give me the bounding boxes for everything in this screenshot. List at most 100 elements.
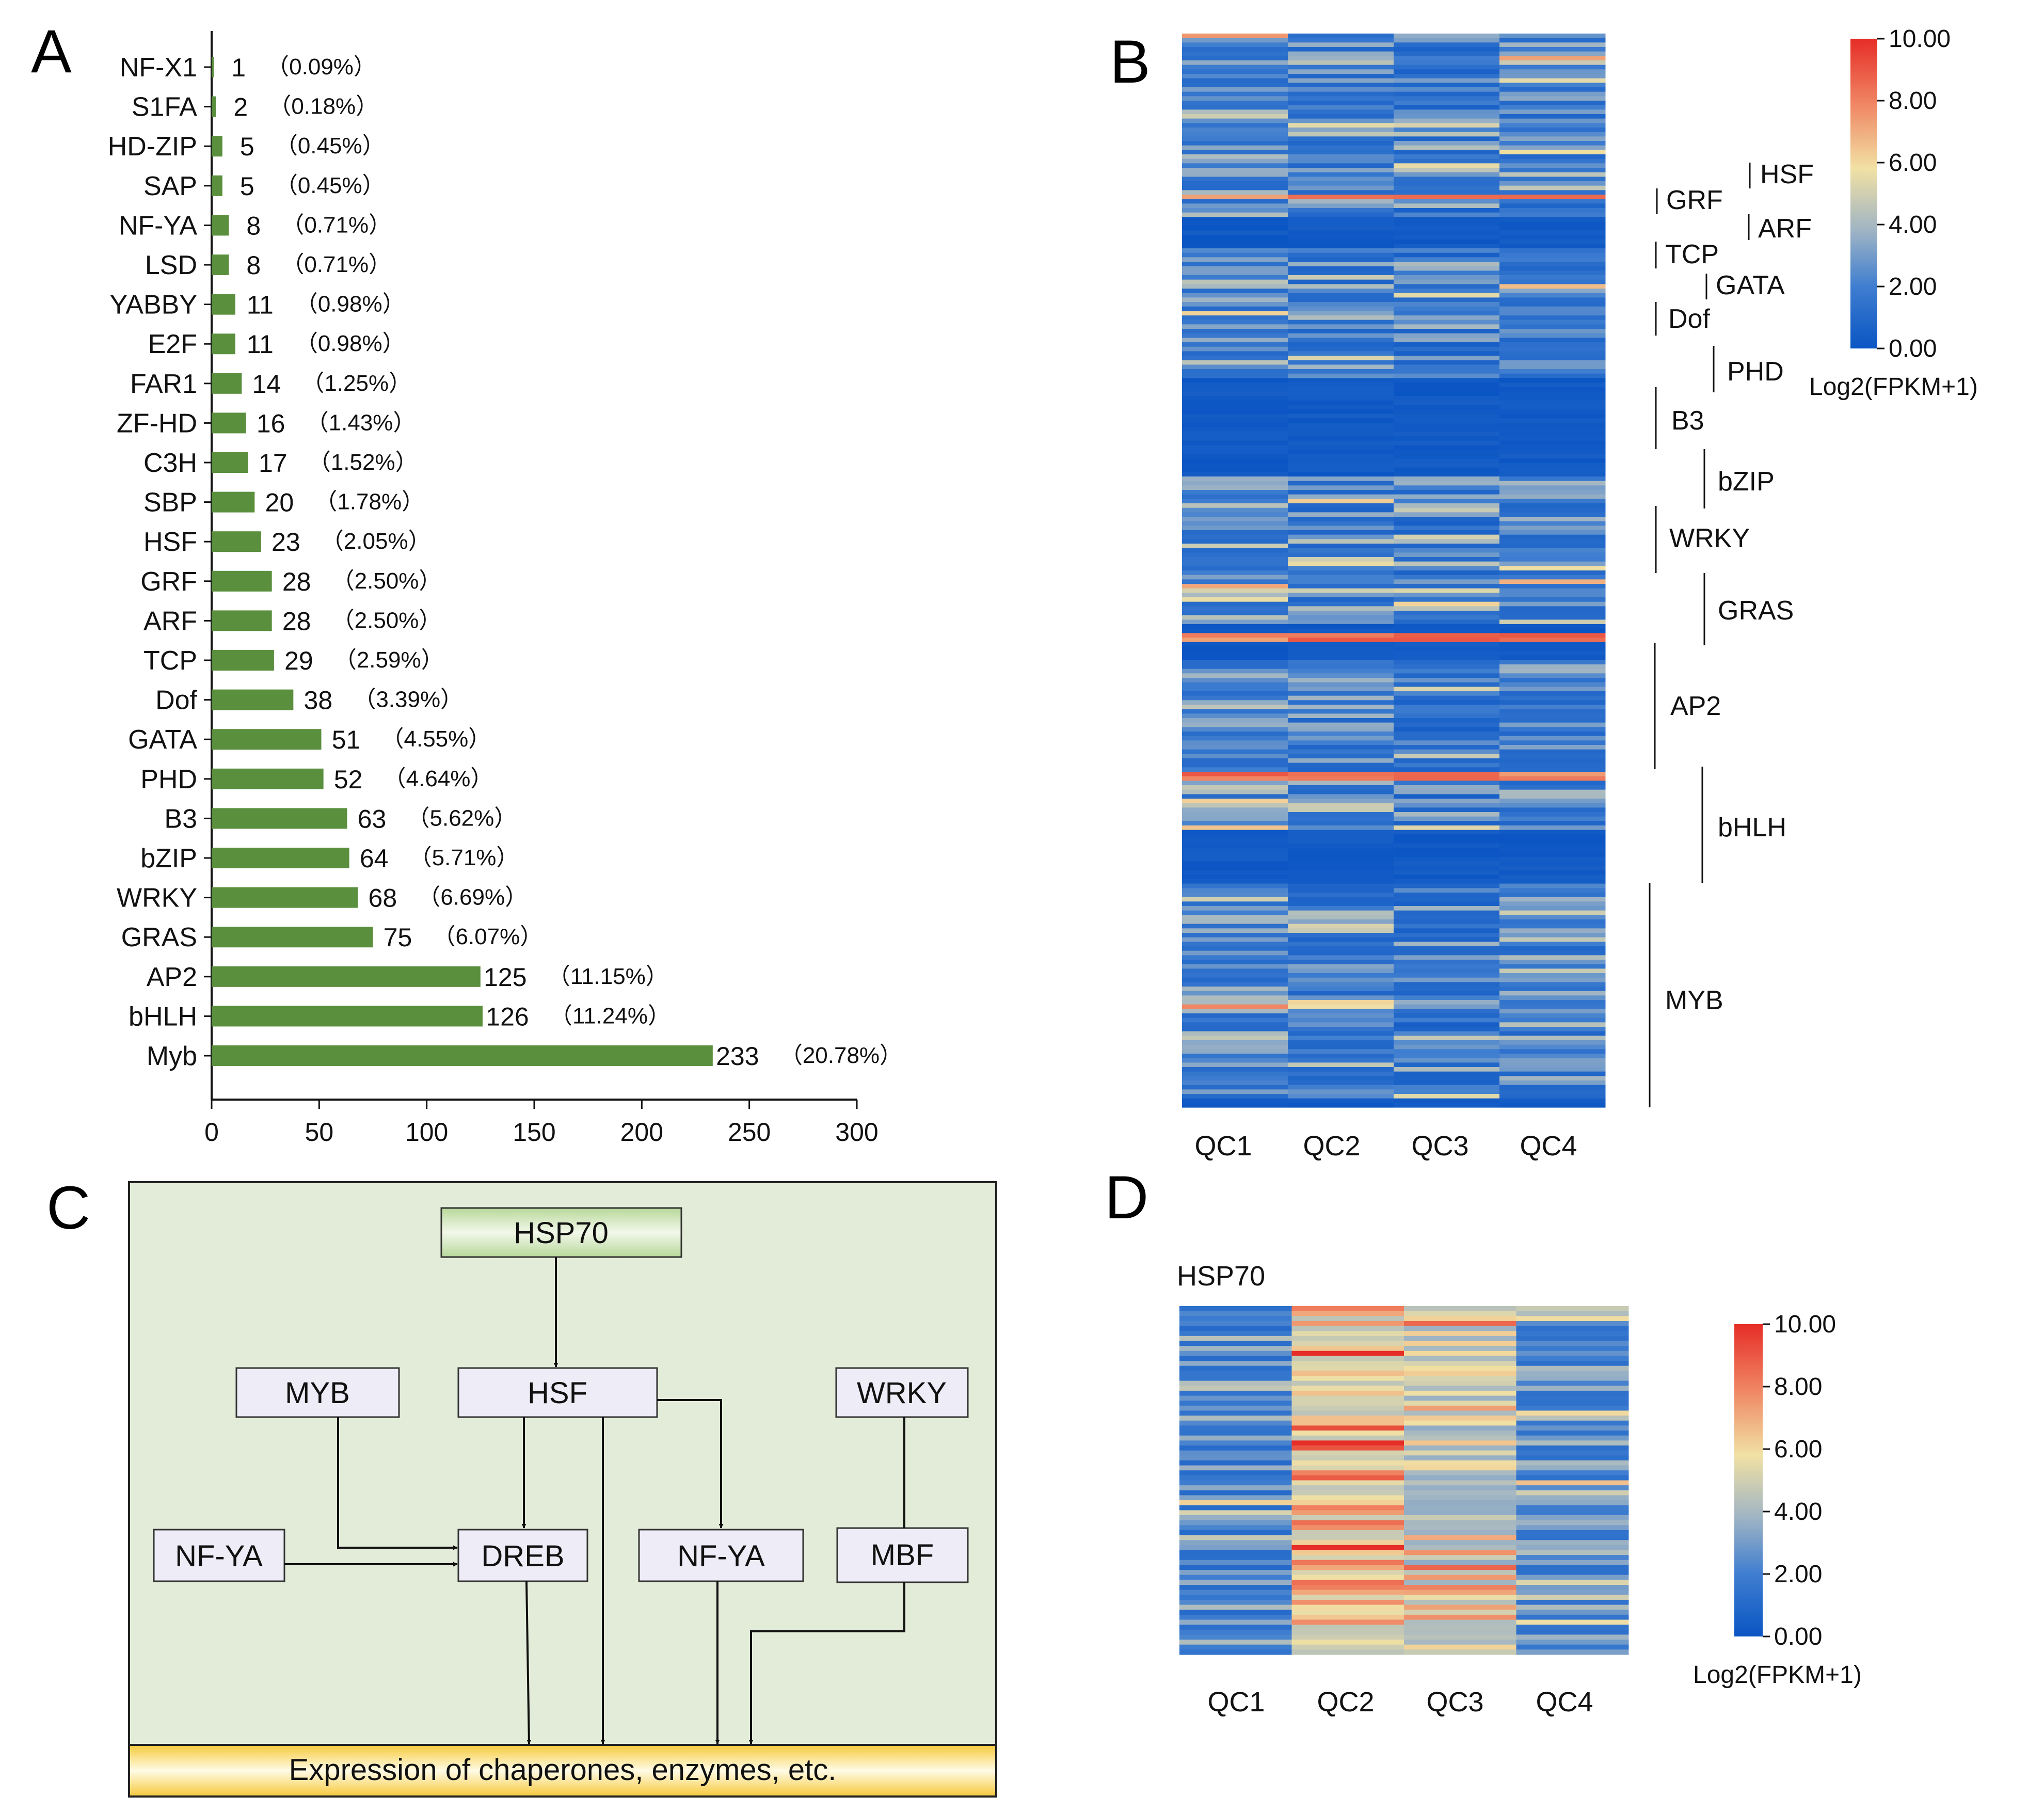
heatmap-cell	[1288, 695, 1394, 701]
heatmap-cell	[1182, 544, 1288, 549]
heatmap-cell	[1499, 114, 1606, 119]
heatmap-cell	[1499, 705, 1606, 710]
heatmap-cell	[1288, 942, 1394, 947]
x-tick-label: 0	[204, 1118, 219, 1147]
heatmap-cell	[1182, 87, 1288, 92]
heatmap-cell	[1499, 673, 1606, 678]
category-label: NF-X1	[120, 53, 197, 83]
heatmap-cell	[1394, 843, 1500, 848]
heatmap-cell	[1394, 244, 1500, 249]
heatmap-cell	[1182, 856, 1288, 862]
heatmap-cell	[1288, 601, 1394, 607]
heatmap-cell	[1291, 1565, 1404, 1570]
heatmap-cell	[1394, 628, 1500, 633]
heatmap-cell	[1182, 619, 1288, 625]
heatmap-cell	[1182, 758, 1288, 764]
heatmap-cell	[1499, 946, 1606, 951]
heatmap-cell	[1288, 987, 1394, 992]
heatmap-cell	[1499, 530, 1606, 535]
heatmap-cell	[1394, 799, 1500, 804]
heatmap-cell	[1516, 1430, 1629, 1436]
heatmap-cell	[1288, 799, 1394, 804]
heatmap-cell	[1288, 745, 1394, 750]
heatmap-cell	[1182, 185, 1288, 190]
heatmap-cell	[1516, 1540, 1629, 1546]
heatmap-cell	[1182, 799, 1288, 804]
heatmap-cell	[1404, 1614, 1516, 1620]
heatmap-cell	[1499, 472, 1606, 477]
heatmap-cell	[1394, 870, 1500, 875]
heatmap-cell	[1288, 56, 1394, 61]
heatmap-cell	[1291, 1644, 1404, 1650]
colorbar-tick-label: 4.00	[1774, 1498, 1822, 1525]
heatmap-cell	[1394, 852, 1500, 857]
heatmap-cell	[1394, 302, 1500, 307]
heatmap-cell	[1288, 1009, 1394, 1014]
heatmap-cell	[1499, 821, 1606, 826]
heatmap-cell	[1288, 619, 1394, 625]
heatmap-cell	[1499, 226, 1606, 231]
heatmap-cell	[1394, 1049, 1500, 1054]
heatmap-cell	[1394, 767, 1500, 772]
colorbar-tick-label: 10.00	[1774, 1311, 1836, 1338]
heatmap-cell	[1404, 1465, 1516, 1471]
heatmap-cell	[1499, 83, 1606, 88]
arrow-dreb-to-expression	[525, 1581, 532, 1744]
heatmap-cell	[1404, 1440, 1516, 1446]
heatmap-cell	[1499, 651, 1606, 656]
heatmap-cell	[1394, 195, 1500, 200]
heatmap-cell	[1394, 396, 1500, 401]
heatmap-cell	[1516, 1470, 1629, 1476]
heatmap-cell	[1499, 561, 1606, 566]
heatmap-cell	[1182, 718, 1288, 723]
heatmap-cell	[1179, 1610, 1292, 1615]
heatmap-cell	[1394, 678, 1500, 683]
heatmap-cell	[1394, 964, 1500, 969]
heatmap-cell	[1394, 552, 1500, 558]
bar	[212, 57, 214, 77]
category-label: C3H	[143, 448, 197, 478]
heatmap-cell	[1394, 467, 1500, 472]
category-label: S1FA	[132, 92, 197, 122]
heatmap-cell	[1499, 235, 1606, 240]
colorbar-tick-label: 10.00	[1889, 25, 1951, 53]
heatmap-cell	[1394, 199, 1500, 204]
heatmap-cell	[1288, 669, 1394, 674]
heatmap-cell	[1288, 289, 1394, 294]
heatmap-cell	[1182, 695, 1288, 701]
heatmap-cell	[1182, 982, 1288, 987]
heatmap-cell	[1182, 400, 1288, 405]
family-label: PHD	[1727, 357, 1784, 387]
heatmap-cell	[1288, 284, 1394, 289]
percent-label: （6.07%）	[433, 924, 543, 949]
heatmap-cell	[1288, 163, 1394, 168]
heatmap-cell	[1288, 946, 1394, 951]
heatmap-cell	[1288, 275, 1394, 280]
heatmap-cell	[1182, 754, 1288, 759]
heatmap-cell	[1516, 1316, 1629, 1322]
colorbar-tick-label: 2.00	[1774, 1561, 1822, 1588]
heatmap-cell	[1499, 199, 1606, 204]
heatmap-cell	[1182, 521, 1288, 526]
heatmap-cell	[1394, 987, 1500, 992]
heatmap-cell	[1288, 346, 1394, 352]
heatmap-cell	[1499, 973, 1606, 978]
heatmap-cell	[1291, 1386, 1404, 1391]
heatmap-cell	[1288, 1076, 1394, 1081]
heatmap-cell	[1394, 257, 1500, 262]
heatmap-cell	[1179, 1500, 1292, 1506]
heatmap-cell	[1179, 1331, 1292, 1337]
heatmap-cell	[1394, 718, 1500, 723]
percent-label: （5.71%）	[409, 845, 519, 870]
category-label: GRAS	[121, 923, 197, 952]
heatmap-cell	[1499, 812, 1606, 817]
heatmap-cell	[1288, 664, 1394, 670]
heatmap-cell	[1288, 1022, 1394, 1027]
bar	[212, 531, 261, 552]
heatmap-cell	[1288, 1085, 1394, 1090]
heatmap-cell	[1182, 1009, 1288, 1014]
heatmap-cell	[1182, 1036, 1288, 1041]
heatmap-cell	[1499, 168, 1606, 173]
heatmap-cell	[1499, 252, 1606, 258]
heatmap-cell	[1516, 1535, 1629, 1540]
